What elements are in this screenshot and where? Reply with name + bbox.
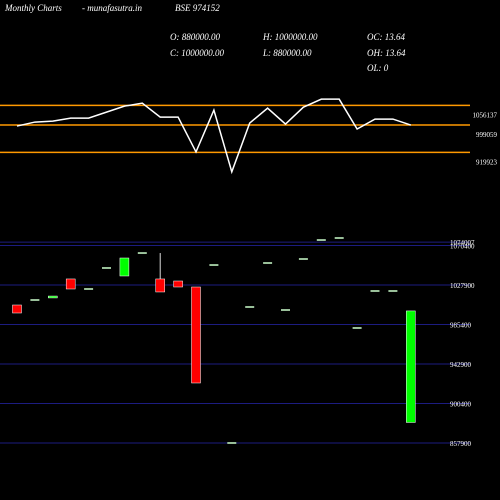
price-line [16,98,412,175]
y-tick-label: 985400 [450,321,472,329]
y-tick-label: 1074007 [450,239,475,247]
stat: OC: 13.64 [367,32,405,42]
candle-body [155,278,165,293]
candle-body [191,286,201,384]
y-tick-label: 857900 [450,440,472,448]
stat: OH: 13.64 [367,48,406,58]
stat: H: 1000000.00 [262,32,318,42]
site-name: Monthly Charts [4,3,62,13]
candle-body [173,280,183,288]
y-tick-label: 900400 [450,400,472,408]
symbol: BSE 974152 [175,3,220,13]
candle-body [12,304,22,314]
level-label: 1056137 [473,111,498,119]
stat: C: 1000000.00 [170,48,225,58]
stat: O: 880000.00 [170,32,220,42]
candle-body [65,278,76,290]
level-label: 919923 [476,158,498,166]
source: - munafasutra.in [82,3,143,13]
stat: L: 880000.00 [262,48,312,58]
candle-body [406,310,416,423]
level-label: 999059 [476,131,498,139]
stat: OL: 0 [367,63,389,73]
candle-body [48,295,58,299]
y-tick-label: 942900 [450,361,472,369]
y-tick-label: 1070400 [450,243,475,251]
candle-body [119,257,130,277]
y-tick-label: 1027900 [450,282,475,290]
